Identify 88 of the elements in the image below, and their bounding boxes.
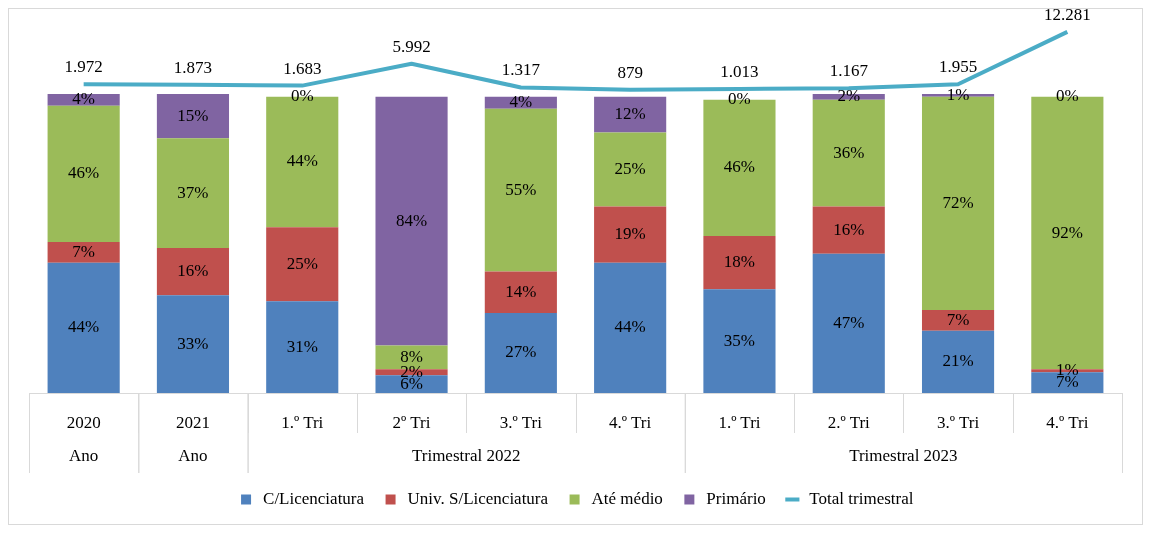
data-label: 8% xyxy=(400,346,423,366)
bar xyxy=(47,105,120,242)
data-label: 33% xyxy=(177,333,209,353)
bar xyxy=(156,247,230,296)
data-label: 36% xyxy=(833,142,865,162)
data-label: 92% xyxy=(1051,222,1083,242)
bar xyxy=(921,310,995,331)
data-label: 37% xyxy=(177,182,209,202)
data-label: 15% xyxy=(177,105,209,125)
bar xyxy=(266,301,339,393)
legend-label: Total trimestral xyxy=(809,488,914,508)
bar xyxy=(156,295,230,393)
data-label: 46% xyxy=(68,163,100,183)
data-label: 44% xyxy=(68,317,100,337)
data-label: 46% xyxy=(723,157,756,177)
x-tick-label: 4.º Tri xyxy=(1046,412,1089,432)
x-tick-label: 2.º Tri xyxy=(827,412,871,432)
bar xyxy=(921,330,995,393)
data-label: 27% xyxy=(505,342,537,362)
data-label: 7% xyxy=(72,241,95,261)
bar xyxy=(812,253,885,393)
bar xyxy=(594,132,667,207)
bar xyxy=(594,262,667,393)
data-label: 25% xyxy=(286,253,318,273)
data-label: 1.013 xyxy=(720,61,759,81)
bar xyxy=(594,96,667,133)
data-label: 44% xyxy=(286,151,318,171)
data-label: 1.955 xyxy=(938,57,978,77)
bar xyxy=(375,96,448,346)
x-tick-label: 2º Tri xyxy=(392,412,431,432)
x-tick-label: 1.º Tri xyxy=(281,412,324,432)
text: Ano xyxy=(69,446,99,466)
bar xyxy=(47,241,120,263)
text: Trimestral 2022 xyxy=(411,446,521,466)
data-label: 4% xyxy=(72,89,95,109)
bar xyxy=(594,206,667,263)
data-label: 0% xyxy=(290,86,314,106)
legend-label: Até médio xyxy=(591,488,663,508)
data-label: 84% xyxy=(395,210,428,230)
x-tick-label: 3.º Tri xyxy=(936,412,980,432)
text: Ano xyxy=(178,446,208,466)
data-label: 25% xyxy=(614,158,646,178)
data-label: 72% xyxy=(942,192,974,212)
data-label: 12.281 xyxy=(1043,4,1091,24)
x-tick-label: 2020 xyxy=(66,412,101,432)
data-label: 879 xyxy=(617,62,643,82)
bar xyxy=(484,271,557,314)
data-label: 0% xyxy=(728,89,751,109)
bar xyxy=(703,236,776,290)
data-label: 47% xyxy=(833,312,865,332)
bar xyxy=(156,138,230,248)
data-label: 14% xyxy=(505,281,537,301)
data-label: 5.992 xyxy=(392,36,431,56)
data-label: 7% xyxy=(946,309,970,329)
bar xyxy=(812,206,885,254)
bar xyxy=(266,227,339,302)
x-tick-label: 1.º Tri xyxy=(718,412,761,432)
data-label: 44% xyxy=(614,317,646,337)
legend-label: C/Licenciatura xyxy=(263,488,365,508)
data-label: 16% xyxy=(833,219,865,239)
data-label: 55% xyxy=(505,179,537,199)
bar xyxy=(812,99,885,207)
bar xyxy=(484,108,557,272)
data-label: 1.873 xyxy=(173,57,213,77)
legend-label: Univ. S/Licenciatura xyxy=(407,488,549,508)
bar xyxy=(484,313,557,393)
data-label: 19% xyxy=(614,224,646,244)
bar xyxy=(156,93,230,139)
data-label: 21% xyxy=(942,351,974,371)
legend-label: Primário xyxy=(706,488,766,508)
data-label: 0% xyxy=(1056,86,1079,106)
x-tick-label: 2021 xyxy=(175,412,210,432)
text: Trimestral 2023 xyxy=(849,446,958,466)
data-label: 1.317 xyxy=(501,60,541,80)
data-label: 31% xyxy=(286,336,318,356)
x-tick-label: 3.º Tri xyxy=(499,412,543,432)
data-label: 1% xyxy=(946,84,970,104)
data-label: 12% xyxy=(614,104,646,124)
data-label: 1.683 xyxy=(283,58,322,78)
bar xyxy=(703,289,776,393)
data-label: 4% xyxy=(509,92,533,112)
data-label: 18% xyxy=(723,252,756,272)
bar xyxy=(47,262,120,393)
data-label: 1.167 xyxy=(829,61,869,81)
data-label: 16% xyxy=(177,261,209,281)
data-label: 35% xyxy=(723,330,756,350)
x-tick-label: 4.º Tri xyxy=(609,412,652,432)
data-label: 1.972 xyxy=(64,57,103,77)
